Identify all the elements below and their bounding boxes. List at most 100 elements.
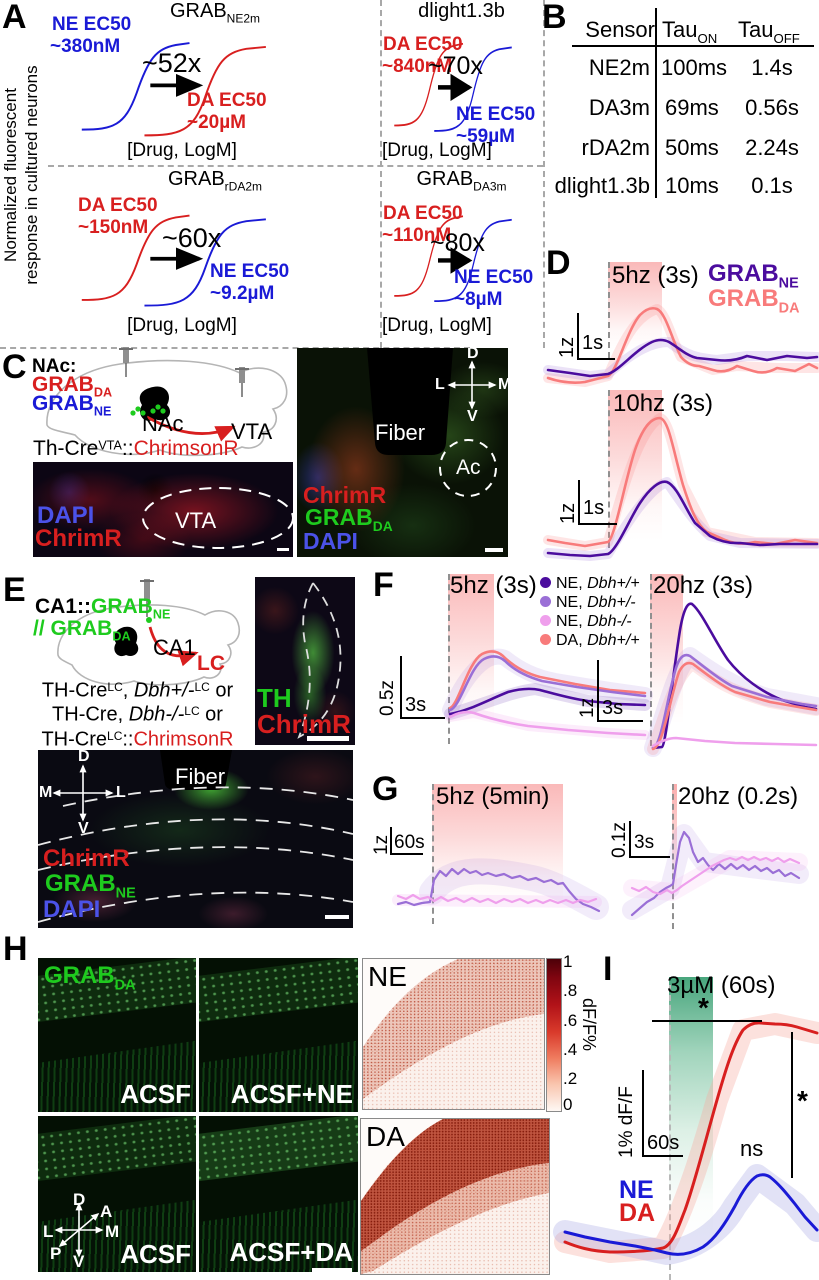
plot-title: 10hz (3s) [613,390,714,417]
stim-onset-line [432,784,434,924]
stain-th: TH [257,683,292,713]
ec50-value: ~59µM [456,126,516,147]
scalebar-horizontal [597,720,643,722]
trace-legend-ne: NE [619,1176,654,1204]
region-ca1: CA1 [153,635,196,660]
lc-micrograph: TH ChrimR [255,577,355,745]
compass-l: L [43,1222,54,1241]
texture [199,1116,358,1183]
significance-star: * [797,1085,808,1116]
projection-arrow [148,626,199,667]
significance-line-vertical [791,1032,793,1178]
ec50-label: DA EC50 [187,90,267,111]
scalebar-vertical [629,821,631,858]
compass-v: V [467,408,478,425]
dose-response-curves [81,214,266,307]
scale-bar [325,915,349,919]
hippocampus-layers [38,750,353,923]
stain-dapi: DAPI [43,896,101,923]
brain-schematic [46,347,288,457]
colorbar-tick: .8 [563,981,578,1000]
panel-d: D 5hz (3s) GRABNE GRABDA 1z 1s 10hz (3s)… [543,210,819,565]
scalebar-horizontal [629,856,670,858]
compass-v: V [78,820,89,837]
scalebar-vertical [597,660,599,722]
genotype-line-3: TH-CreLC::ChrimsonR [41,728,234,751]
scalebar-v-label: 1z [556,336,578,358]
stain-dapi: DAPI [37,502,95,529]
vta-outline-dashed [142,487,293,549]
scalebar-horizontal [577,358,615,360]
micrograph-acsf: GRABDA ACSF [38,958,196,1112]
ec50-label: NE EC50 [456,104,536,125]
dose-response-curves [394,42,512,132]
ec50-value: ~8µM [454,289,503,310]
compass-v: V [73,1252,85,1271]
table-cell-sensor: DA3m [588,95,650,120]
compass-l: L [435,376,445,393]
legend-item: NE, Dbh+/+ [540,574,640,593]
legend-item: DA, Dbh+/+ [540,631,640,650]
subpanel-title: GRAB [167,168,225,190]
condition-label: ACSF [120,1079,191,1109]
trace-legend-da: DA [619,1199,656,1227]
colorbar-tick: 0 [563,1095,573,1114]
fiber-track [367,348,497,497]
scalebar-vertical [390,827,392,855]
compass-rose [54,1202,104,1258]
compass-p: P [50,1244,62,1263]
scalebar-h-label: 60s [647,1132,680,1154]
scalebar-v-label: 1z [371,834,392,855]
panel-a-label: A [2,0,27,36]
colorbar-tick: 1 [563,952,573,971]
legend-dot [540,577,551,588]
dose-response-rda2m: GRABrDA2m DA EC50 ~150nM ~60x NE EC50 ~9… [42,165,380,348]
panel-f-label: F [373,566,394,604]
colorbar-tick: .2 [563,1069,578,1088]
scalebar-horizontal [578,523,617,525]
stim-onset-line [672,784,674,929]
scale-bar [277,548,289,551]
plot-title: 5hz (3s) [612,262,699,289]
micrograph-acsf-da: ACSF+DA [199,1116,358,1272]
sensor-virus-icon [130,404,166,416]
table-cell-off: 0.56s [745,95,799,120]
colorbar-axis-label: dF/F% [579,998,599,1052]
panel-c-label: C [2,348,27,386]
significance-star: * [698,992,709,1023]
fold-shift: ~52x [142,48,202,78]
subpanel-title: GRAB [416,168,474,190]
scalebar-v-label: 0.5z [377,680,398,716]
stain-chrimr: ChrimR [303,482,387,508]
col-header-sensor: Sensor [585,17,655,42]
lc-outline-dashed [297,582,342,739]
scalebar-h-label: 1s [582,332,604,354]
micrograph-acsf-2: D A M L P V ACSF [38,1116,196,1272]
compass-m: M [105,1222,120,1241]
scalebar-h-label: 3s [634,832,655,853]
stim-onset-line [608,262,610,358]
genotype-line: Th-Cre [33,437,99,460]
stim-period-shading [608,262,662,350]
scale-bar [307,736,349,741]
ec50-label: DA EC50 [383,34,463,55]
micrograph-acsf-ne: ACSF+NE [199,958,358,1112]
region-nac: NAc [142,411,184,436]
compass-d: D [73,1190,86,1209]
subpanel-title-sub: NE2m [226,11,261,26]
projection-arrow [146,415,236,442]
stim-pulse-line [672,784,677,892]
compass-d: D [78,750,90,765]
fiber-label: Fiber [175,764,226,789]
scalebar-vertical [578,480,580,525]
compass-a: A [100,1202,113,1221]
table-cell-sensor: rDA2m [581,135,650,160]
divider [48,165,543,167]
scalebar-v-label: 1z [557,502,579,524]
trace-plots [392,824,809,920]
heatmap-ne-image [363,959,544,1109]
texture [199,958,358,1024]
table-divider-vertical [655,8,657,198]
condition-label: ACSF+NE [230,1079,353,1109]
